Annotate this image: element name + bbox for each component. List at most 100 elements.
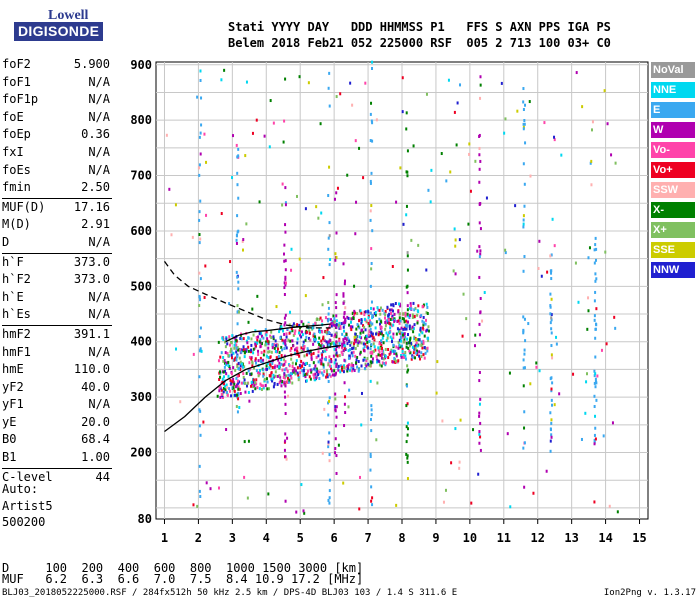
echo-point [289, 349, 292, 353]
param-name: hmF2 [2, 326, 31, 341]
echo-point [256, 371, 259, 375]
echo-point [312, 338, 315, 342]
echo-point [522, 222, 525, 226]
echo-point [328, 501, 331, 505]
echo-point [271, 346, 274, 350]
echo-point [275, 356, 278, 360]
echo-point [343, 344, 346, 348]
echo-point [387, 318, 390, 322]
echo-point [315, 355, 318, 359]
echo-point [408, 341, 411, 345]
echo-point [504, 251, 507, 255]
param-value: N/A [88, 92, 110, 107]
echo-point [260, 334, 263, 338]
echo-point [328, 459, 331, 463]
echo-point [613, 315, 616, 319]
echo-point [614, 161, 617, 165]
echo-point [478, 167, 481, 171]
echo-point [198, 163, 201, 167]
echo-point [524, 339, 527, 343]
echo-point [410, 238, 413, 242]
echo-point [523, 441, 526, 445]
echo-point [318, 342, 321, 346]
echo-point [250, 343, 253, 347]
echo-point [504, 248, 507, 252]
echo-point [265, 367, 268, 371]
echo-point [294, 369, 297, 373]
echo-point [370, 408, 373, 412]
echo-point [349, 368, 352, 372]
echo-point [328, 221, 331, 225]
echo-point [391, 314, 394, 318]
echo-point [371, 360, 374, 364]
echo-point [522, 384, 525, 388]
echo-point [292, 344, 295, 348]
echo-point [405, 204, 408, 208]
echo-point [385, 322, 388, 326]
echo-point [406, 268, 409, 272]
echo-point [204, 264, 207, 268]
echo-point [272, 373, 275, 377]
echo-point [363, 317, 366, 321]
echo-point [243, 378, 246, 382]
echo-point [222, 390, 225, 394]
echo-point [398, 316, 401, 320]
echo-point [602, 434, 605, 438]
echo-point [291, 369, 294, 373]
echo-point [305, 379, 308, 383]
echo-point [398, 328, 401, 332]
echo-point [594, 437, 597, 441]
echo-point [236, 374, 239, 378]
echo-point [314, 364, 317, 368]
echo-point [330, 333, 333, 337]
param-value: 68.4 [81, 432, 110, 447]
echo-point [370, 300, 373, 304]
echo-point [406, 456, 409, 460]
echo-point [245, 384, 248, 388]
echo-point [376, 306, 379, 310]
echo-point [350, 365, 353, 369]
echo-point [278, 330, 281, 334]
echo-point [250, 348, 253, 352]
echo-point [235, 241, 238, 245]
echo-point [225, 428, 228, 432]
echo-point [591, 120, 594, 124]
distance-row: D 100 200 400 600 800 1000 1500 3000 [km… [2, 561, 364, 575]
echo-point [284, 455, 287, 459]
echo-point [294, 372, 297, 376]
echo-point [478, 221, 481, 225]
echo-point [363, 345, 366, 349]
echo-point [327, 344, 330, 348]
echo-point [390, 316, 393, 320]
echo-point [199, 409, 202, 413]
echo-point [338, 345, 341, 349]
echo-point [363, 357, 366, 361]
echo-point [365, 338, 368, 342]
echo-point [297, 331, 300, 335]
echo-point [364, 81, 367, 85]
echo-point [369, 364, 372, 368]
echo-point [282, 329, 285, 333]
y-tick-label: 600 [130, 224, 152, 238]
echo-point [252, 379, 255, 383]
echo-point [267, 342, 270, 346]
param-row: foEs N/A [2, 163, 112, 181]
x-tick-label: 10 [463, 531, 477, 545]
param-value: N/A [88, 74, 110, 89]
echo-point [335, 256, 338, 260]
echo-point [410, 327, 413, 331]
echo-point [349, 81, 352, 85]
echo-point [417, 338, 420, 342]
echo-point [327, 340, 330, 344]
echo-point [224, 345, 227, 349]
echo-point [343, 381, 346, 385]
echo-point [426, 349, 429, 353]
echo-point [339, 92, 342, 96]
echo-point [335, 325, 338, 329]
echo-point [575, 71, 578, 75]
echo-point [293, 367, 296, 371]
echo-point [550, 433, 553, 437]
echo-point [284, 341, 287, 345]
echo-point [404, 314, 407, 318]
